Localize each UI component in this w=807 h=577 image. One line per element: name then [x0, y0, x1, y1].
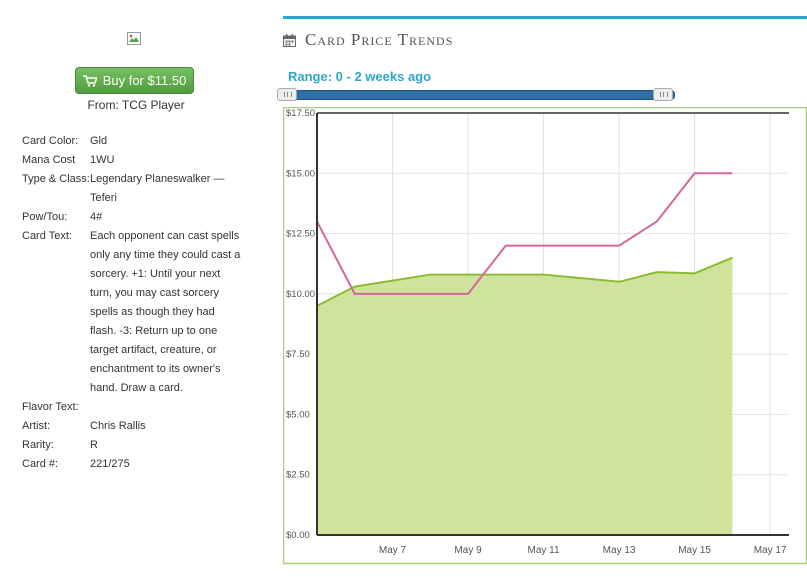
card-text-value: Each opponent can cast spells only any t… — [90, 230, 241, 394]
series-area-fill — [317, 257, 733, 535]
x-tick-label: May 17 — [754, 545, 787, 556]
panel-header: Card Price Trends — [283, 30, 453, 50]
range-label: Range: 0 - 2 weeks ago — [288, 69, 432, 84]
card-color-value: Gld — [90, 135, 108, 147]
range-slider-handle-high[interactable] — [653, 88, 673, 101]
detail-row-color: Card Color: Gld — [22, 132, 242, 151]
y-tick-label: $0.00 — [286, 530, 310, 541]
detail-label: Rarity: — [22, 439, 54, 451]
detail-row-type: Type & Class: Legendary Planeswalker — T… — [22, 170, 242, 208]
range-slider[interactable] — [277, 90, 675, 100]
panel-accent-bar — [283, 16, 807, 19]
price-trends-panel: Card Price Trends Range: 0 - 2 weeks ago… — [277, 0, 807, 577]
vendor-text: From: TCG Player — [87, 98, 185, 112]
card-image-icon — [127, 32, 141, 45]
x-tick-label: May 7 — [379, 545, 407, 556]
detail-label: Card #: — [22, 458, 59, 470]
y-tick-label: $12.50 — [286, 229, 315, 240]
detail-row-text: Card Text: Each opponent can cast spells… — [22, 227, 242, 398]
detail-row-artist: Artist: Chris Rallis — [22, 417, 242, 436]
detail-row-mana: Mana Cost 1WU — [22, 151, 242, 170]
artist-value: Chris Rallis — [90, 420, 146, 432]
y-tick-label: $5.00 — [286, 409, 310, 420]
detail-label: Artist: — [22, 420, 51, 432]
range-slider-handle-low[interactable] — [277, 88, 297, 101]
detail-row-flavor: Flavor Text: — [22, 398, 242, 417]
price-chart: $0.00 $2.50 $5.00 $7.50 $10.00 $12.50 $15.00 $1… — [283, 107, 807, 565]
detail-label: Card Text: — [22, 230, 72, 242]
detail-label: Pow/Tou: — [22, 211, 68, 223]
series-line-price — [316, 256, 733, 307]
calendar-icon — [283, 33, 296, 47]
y-tick-label: $15.00 — [286, 168, 315, 179]
detail-label: Flavor Text: — [22, 401, 79, 413]
type-value: Legendary Planeswalker — Teferi — [90, 173, 225, 204]
pow-tou-value: 4# — [90, 211, 103, 223]
detail-label: Mana Cost — [22, 154, 76, 166]
detail-label: Type & Class: — [22, 173, 90, 185]
panel-title: Card Price Trends — [305, 30, 454, 49]
detail-row-rarity: Rarity: R — [22, 436, 242, 455]
mana-cost-value: 1WU — [90, 154, 115, 166]
rarity-value: R — [90, 439, 98, 451]
flavor-value — [90, 398, 242, 417]
buy-button[interactable]: Buy for $11.50 — [75, 67, 194, 94]
detail-row-number: Card #: 221/275 — [22, 455, 242, 474]
card-details: Card Color: Gld Mana Cost 1WU Type & Cla… — [22, 132, 242, 474]
y-tick-label: $17.50 — [286, 108, 315, 119]
x-tick-label: May 15 — [678, 545, 711, 556]
card-info-panel: Buy for $11.50 From: TCG Player Card Col… — [0, 0, 272, 577]
x-tick-label: May 11 — [528, 545, 560, 556]
y-tick-label: $10.00 — [286, 289, 315, 300]
x-tick-label: May 9 — [454, 545, 482, 556]
card-number-value: 221/275 — [90, 458, 130, 470]
cart-icon — [82, 74, 97, 87]
detail-label: Card Color: — [22, 135, 79, 147]
buy-button-label: Buy for $11.50 — [102, 73, 187, 88]
series-line-high — [316, 172, 733, 295]
y-tick-label: $7.50 — [286, 349, 310, 360]
y-tick-label: $2.50 — [286, 470, 310, 481]
detail-row-pow: Pow/Tou: 4# — [22, 208, 242, 227]
x-tick-label: May 13 — [603, 545, 636, 556]
